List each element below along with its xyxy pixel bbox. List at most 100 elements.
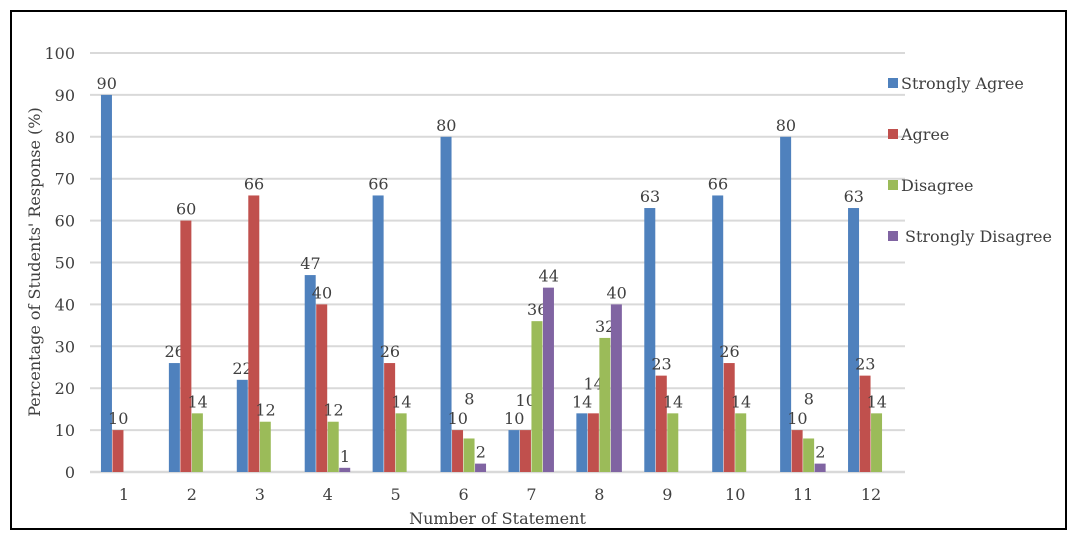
data-label: 60 xyxy=(176,200,196,219)
bar-agree xyxy=(859,375,871,472)
data-label: 14 xyxy=(867,392,887,411)
y-tick-label: 20 xyxy=(55,379,75,398)
legend-label: Disagree xyxy=(901,176,974,195)
bar-disagree xyxy=(735,413,747,472)
data-label: 14 xyxy=(731,392,751,411)
bar-strongly-agree xyxy=(780,136,792,473)
y-tick-label: 70 xyxy=(55,170,75,189)
bar-agree xyxy=(519,430,531,472)
data-label: 66 xyxy=(368,174,388,193)
bar-strongly-agree xyxy=(576,413,588,472)
bar-strongly-agree xyxy=(372,195,384,472)
bar-strongly-agree xyxy=(304,275,316,472)
y-tick-label: 0 xyxy=(65,463,75,482)
data-label: 36 xyxy=(527,300,547,319)
data-label: 26 xyxy=(719,342,739,361)
data-label: 14 xyxy=(663,392,683,411)
x-tick-label: 2 xyxy=(187,485,197,504)
data-label: 32 xyxy=(595,317,615,336)
data-label: 40 xyxy=(312,283,332,302)
data-label: 2 xyxy=(815,443,825,462)
bar-agree xyxy=(180,220,192,472)
x-tick-label: 9 xyxy=(662,485,672,504)
bar-disagree xyxy=(395,413,407,472)
data-label: 80 xyxy=(436,116,456,135)
bar-agree xyxy=(791,430,803,472)
bar-strongly-agree xyxy=(712,195,724,472)
bar-strongly-disagree xyxy=(339,467,351,472)
bar-strongly-agree xyxy=(848,208,860,472)
data-label: 8 xyxy=(804,389,814,408)
data-label: 1 xyxy=(340,447,350,466)
bar-strongly-agree xyxy=(168,363,180,472)
data-label: 40 xyxy=(606,283,626,302)
data-label: 14 xyxy=(391,392,411,411)
y-tick-label: 100 xyxy=(44,44,75,63)
data-label: 14 xyxy=(572,392,592,411)
bar-strongly-agree xyxy=(440,136,452,473)
bar-strongly-agree xyxy=(100,94,112,473)
data-label: 10 xyxy=(108,409,128,428)
x-axis-title: Number of Statement xyxy=(409,509,586,528)
data-label: 63 xyxy=(640,187,660,206)
bar-strongly-disagree xyxy=(542,287,554,472)
data-label: 66 xyxy=(708,174,728,193)
legend-swatch xyxy=(888,129,898,139)
y-tick-label: 10 xyxy=(55,421,75,440)
x-tick-label: 10 xyxy=(725,485,745,504)
x-tick-label: 3 xyxy=(255,485,265,504)
bar-disagree xyxy=(599,337,611,472)
data-label: 8 xyxy=(464,389,474,408)
legend-label: Strongly Disagree xyxy=(905,227,1052,246)
legend-label: Agree xyxy=(900,125,949,144)
legend-swatch xyxy=(888,180,898,190)
data-label: 26 xyxy=(164,342,184,361)
bar-agree xyxy=(452,430,464,472)
bar-disagree xyxy=(531,321,543,472)
x-tick-label: 11 xyxy=(793,485,813,504)
bar-strongly-disagree xyxy=(814,463,826,472)
data-label: 66 xyxy=(244,174,264,193)
bar-strongly-agree xyxy=(508,430,520,472)
legend-swatch xyxy=(888,231,898,241)
bar-strongly-disagree xyxy=(475,463,487,472)
data-label: 10 xyxy=(504,409,524,428)
bar-strongly-agree xyxy=(644,208,656,472)
bar-disagree xyxy=(463,438,475,472)
bar-agree xyxy=(112,430,124,472)
data-label: 22 xyxy=(232,359,252,378)
x-tick-label: 5 xyxy=(391,485,401,504)
x-tick-label: 8 xyxy=(594,485,604,504)
data-label: 63 xyxy=(844,187,864,206)
bar-agree xyxy=(248,195,260,472)
data-label: 90 xyxy=(97,74,117,93)
data-label: 80 xyxy=(776,116,796,135)
bar-disagree xyxy=(327,421,339,472)
data-label: 14 xyxy=(583,374,603,393)
data-label: 44 xyxy=(539,267,559,286)
bar-disagree xyxy=(667,413,679,472)
x-tick-label: 7 xyxy=(526,485,536,504)
legend-label: Strongly Agree xyxy=(901,74,1024,93)
bar-strongly-disagree xyxy=(610,304,622,472)
data-label: 12 xyxy=(323,401,343,420)
bar-disagree xyxy=(803,438,815,472)
x-tick-label: 1 xyxy=(119,485,129,504)
x-tick-label: 6 xyxy=(458,485,468,504)
y-tick-label: 30 xyxy=(55,337,75,356)
x-tick-label: 4 xyxy=(323,485,333,504)
chart-frame xyxy=(10,10,1067,530)
data-label: 10 xyxy=(448,409,468,428)
y-tick-label: 80 xyxy=(55,128,75,147)
data-label: 26 xyxy=(380,342,400,361)
data-label: 14 xyxy=(187,392,207,411)
bar-agree xyxy=(384,363,396,472)
data-label: 47 xyxy=(300,254,320,273)
data-label: 10 xyxy=(787,409,807,428)
legend-swatch xyxy=(888,78,898,88)
bar-agree xyxy=(587,413,599,472)
bar-agree xyxy=(316,304,328,472)
data-label: 10 xyxy=(516,391,536,410)
y-tick-label: 50 xyxy=(55,254,75,273)
bar-disagree xyxy=(191,413,203,472)
